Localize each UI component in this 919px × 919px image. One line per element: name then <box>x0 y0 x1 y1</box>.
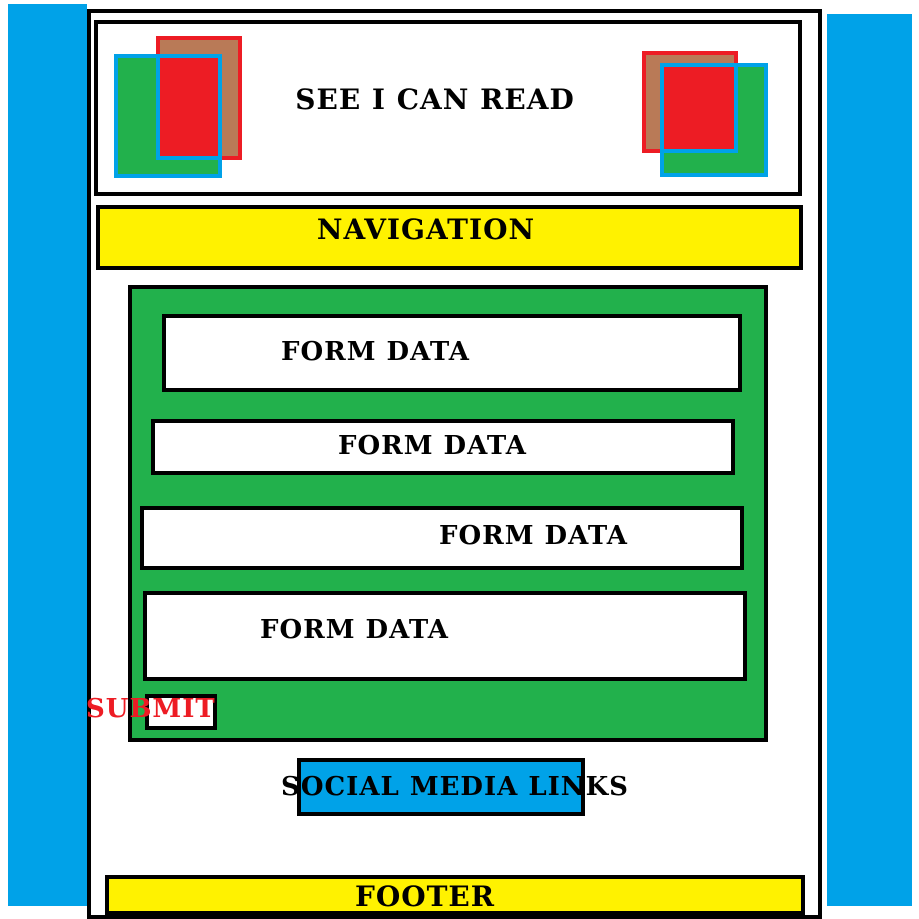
navigation-bar[interactable] <box>96 205 803 270</box>
submit-label: SUBMIT <box>86 694 216 724</box>
logo-right-icon <box>642 51 768 177</box>
logo-left-icon <box>114 36 242 178</box>
form-field-3[interactable] <box>140 506 744 570</box>
social-media-label: SOCIAL MEDIA LINKS <box>281 772 629 802</box>
footer-label: FOOTER <box>354 880 496 913</box>
form-field-2[interactable] <box>151 419 735 475</box>
left-side-bar <box>8 4 87 906</box>
form-field-3-label: FORM DATA <box>439 521 628 551</box>
form-field-4-label: FORM DATA <box>260 615 449 645</box>
navigation-label: NAVIGATION <box>316 213 536 246</box>
form-field-2-label: FORM DATA <box>338 431 527 461</box>
form-field-4[interactable] <box>143 591 747 681</box>
right-side-bar <box>827 14 912 906</box>
form-field-1-label: FORM DATA <box>281 337 470 367</box>
form-field-1[interactable] <box>162 314 742 392</box>
submit-button[interactable] <box>145 694 217 730</box>
page-title: SEE I CAN READ <box>295 83 575 116</box>
social-media-box[interactable] <box>297 758 585 816</box>
